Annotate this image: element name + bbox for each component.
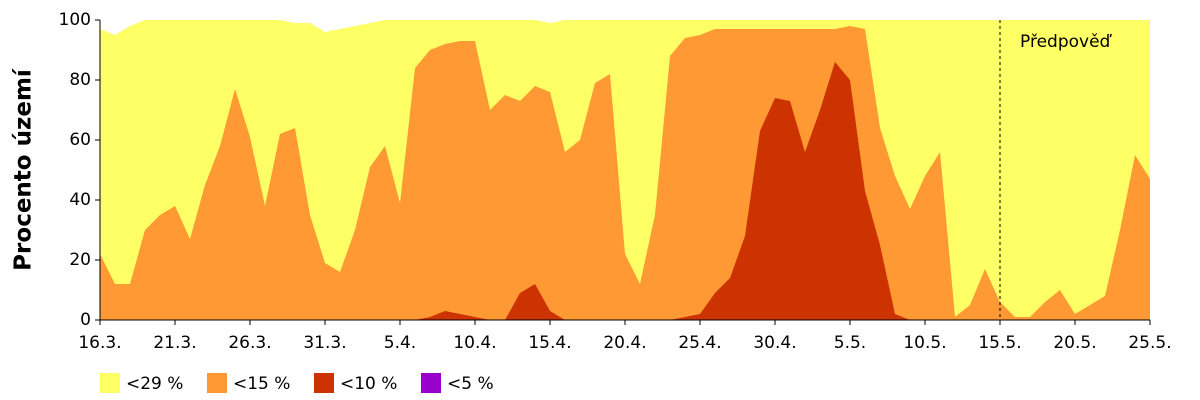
legend-label: <15 % [233, 374, 290, 394]
x-tick-label: 15.5. [978, 333, 1021, 353]
annotation: Předpověď [1020, 32, 1113, 52]
x-tick-label: 5.4. [384, 333, 416, 353]
x-tick-label: 25.5. [1128, 333, 1171, 353]
y-tick-label: 20 [69, 250, 91, 270]
x-tick-label: 26.3. [228, 333, 271, 353]
plot-area [100, 20, 1150, 320]
x-tick-label: 16.3. [78, 333, 121, 353]
y-axis-title: Procento území [11, 68, 37, 271]
x-tick-label: 10.5. [903, 333, 946, 353]
x-tick-label: 20.4. [603, 333, 646, 353]
x-tick-label: 25.4. [678, 333, 721, 353]
y-tick-label: 60 [69, 130, 91, 150]
area [100, 26, 1150, 320]
legend-swatch [100, 373, 120, 393]
legend-label: <5 % [447, 374, 494, 394]
legend-swatch [314, 373, 334, 393]
x-tick-label: 31.3. [303, 333, 346, 353]
legend-swatch [207, 373, 227, 393]
x-tick-label: 10.4. [453, 333, 496, 353]
y-tick-label: 80 [69, 70, 91, 90]
x-tick-label: 20.5. [1053, 333, 1096, 353]
y-tick-label: 0 [80, 310, 91, 330]
y-tick-label: 40 [69, 190, 91, 210]
x-tick-label: 30.4. [753, 333, 796, 353]
x-tick-label: 5.5. [834, 333, 866, 353]
legend-label: <10 % [340, 374, 397, 394]
x-tick-label: 21.3. [153, 333, 196, 353]
y-tick-label: 100 [59, 10, 91, 30]
x-tick-label: 15.4. [528, 333, 571, 353]
legend-swatch [421, 373, 441, 393]
legend-label: <29 % [126, 374, 183, 394]
